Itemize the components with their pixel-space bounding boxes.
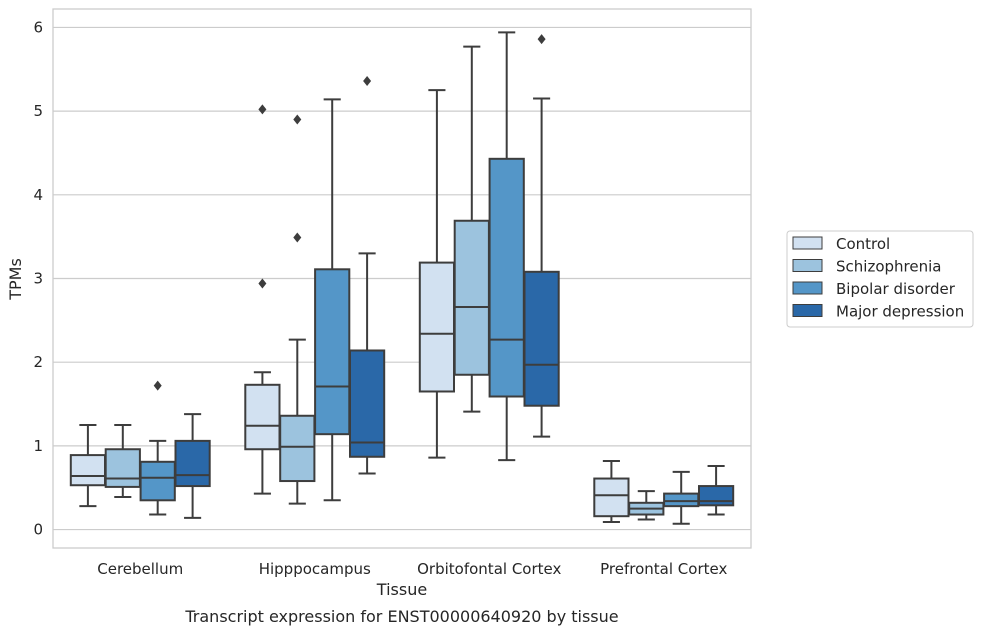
box-body — [593, 477, 630, 518]
box-major-depression — [174, 413, 211, 519]
box-schizophrenia — [453, 45, 490, 413]
y-tick-label: 0 — [33, 521, 43, 539]
box-schizophrenia — [628, 490, 665, 521]
box-bipolar-disorder — [139, 380, 176, 516]
outlier-point — [153, 380, 162, 391]
box-body — [139, 460, 176, 502]
legend-swatch — [792, 281, 823, 295]
y-tick-label: 5 — [33, 102, 43, 120]
box-body — [244, 383, 281, 451]
x-tick-label: Prefrontal Cortex — [600, 560, 727, 578]
legend-label: Schizophrenia — [836, 258, 941, 276]
legend-label: Bipolar disorder — [836, 280, 956, 298]
y-tick-label: 3 — [33, 270, 43, 288]
legend-frame — [786, 230, 974, 328]
x-tick-label: Hipppocampus — [259, 560, 371, 578]
x-axis-ticks: Cerebellum Hipppocampus Orbitofontal Corte… — [97, 560, 727, 578]
y-axis-title: TPMs — [6, 258, 25, 301]
legend-swatch — [792, 304, 823, 317]
box-schizophrenia — [104, 423, 141, 498]
outlier-point — [293, 114, 302, 125]
box-body — [104, 448, 141, 488]
box-body — [697, 485, 735, 507]
box-bipolar-disorder — [314, 98, 351, 502]
box-control — [69, 423, 107, 508]
legend-swatch — [792, 259, 823, 272]
legend: Control Schizophrenia Bipolar disorder Majo… — [786, 230, 974, 328]
y-tick-label: 4 — [33, 186, 43, 204]
plot-frame — [52, 8, 752, 549]
box-body — [453, 219, 490, 376]
box-major-depression — [523, 34, 560, 438]
box-schizophrenia — [279, 114, 316, 505]
y-tick-label: 1 — [33, 437, 43, 455]
box-body — [69, 454, 107, 487]
box-control — [418, 89, 456, 459]
x-tick-label: Cerebellum — [97, 560, 183, 578]
x-tick-label: Orbitofontal Cortex — [417, 560, 561, 578]
y-axis-ticks: 0 1 2 3 4 5 6 — [33, 18, 43, 538]
legend-label: Major depression — [836, 303, 964, 321]
box-major-depression — [348, 75, 386, 475]
outlier-point — [258, 104, 267, 115]
box-body — [348, 349, 386, 458]
box-bipolar-disorder — [488, 31, 525, 462]
box-control — [244, 104, 281, 495]
outlier-point — [363, 75, 372, 86]
box-body — [418, 261, 456, 393]
gridlines — [53, 26, 751, 531]
boxes — [69, 31, 735, 525]
box-body — [314, 268, 351, 436]
y-tick-label: 6 — [33, 18, 43, 36]
legend-label: Control — [836, 235, 890, 253]
x-axis-title: Tissue — [376, 580, 427, 599]
box-body — [663, 492, 700, 508]
legend-swatch — [792, 236, 823, 250]
outlier-point — [258, 278, 267, 289]
box-body — [523, 270, 560, 407]
outlier-point — [537, 34, 546, 45]
box-body — [488, 157, 525, 398]
box-major-depression — [697, 464, 735, 516]
box-control — [593, 459, 630, 524]
box-body — [174, 439, 211, 488]
chart-caption: Transcript expression for ENST0000064092… — [184, 607, 618, 626]
box-bipolar-disorder — [663, 470, 700, 525]
outlier-point — [293, 232, 302, 243]
y-tick-label: 2 — [33, 353, 43, 371]
box-body — [279, 414, 316, 483]
